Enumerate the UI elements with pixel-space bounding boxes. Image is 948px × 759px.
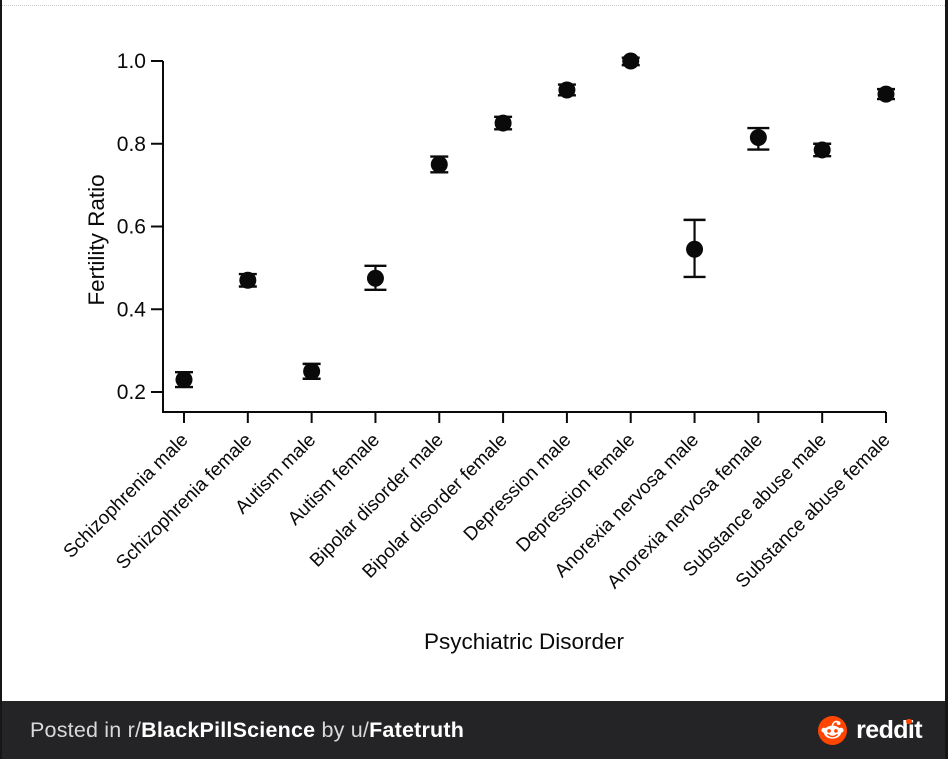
marker-autism-male [303,362,321,380]
marker-bipolar-disorder-male [430,155,448,173]
point-bipolar-disorder-male [430,155,449,174]
posted-in-label: Posted in [30,717,128,742]
point-autism-female [364,264,387,292]
reddit-logo[interactable]: reddit [818,715,923,745]
left-border [0,0,2,759]
marker-depression-female [622,52,640,70]
subreddit-link[interactable]: BlackPillScience [141,717,316,742]
right-border [945,0,948,759]
marker-autism-female [366,269,384,287]
data-points [175,52,895,389]
point-depression-male [557,81,576,99]
username-link[interactable]: Fatetruth [369,717,465,742]
y-axis-ticks: 0.2 0.4 0.6 0.8 1.0 [117,50,163,404]
x-tick-label: Depression female [512,430,639,557]
marker-bipolar-disorder-female [494,114,512,132]
axes [162,61,886,413]
marker-anorexia-nervosa-male [686,240,704,258]
marker-anorexia-nervosa-female [749,129,767,147]
marker-depression-male [558,81,576,99]
x-axis-title: Psychiatric Disorder [424,629,625,654]
y-tick-label: 0.4 [117,298,147,321]
reddit-wordmark: reddit [856,715,922,744]
marker-schizophrenia-female [239,271,257,289]
y-tick-label: 0.8 [117,133,146,156]
point-schizophrenia-female [238,271,257,289]
top-divider [2,5,945,6]
point-substance-abuse-female [877,85,895,103]
fertility-ratio-chart: 0.2 0.4 0.6 0.8 1.0 Schizophrenia male Schizop… [60,50,895,654]
point-bipolar-disorder-female [494,114,513,132]
x-tick-label: Depression male [460,430,576,546]
marker-substance-abuse-male [813,141,831,159]
by-label: by [315,717,351,742]
reddit-wordmark-wrap: reddit [856,715,922,744]
reddit-snoo-icon [818,715,848,745]
subreddit-prefix: r/ [127,717,142,742]
user-prefix: u/ [350,717,370,742]
reddit-wordmark-i-dot [906,718,912,724]
y-tick-label: 0.2 [117,381,146,404]
point-autism-male [302,362,321,380]
y-tick-label: 0.6 [117,216,146,239]
x-tick-label: Schizophrenia male [60,430,193,563]
post-attribution-text: Posted in r/BlackPillScience by u/Fatetr… [30,718,464,743]
reddit-attribution-banner: Posted in r/BlackPillScience by u/Fatetr… [0,701,948,759]
point-anorexia-nervosa-female [747,126,770,151]
point-schizophrenia-male [175,370,193,389]
chart-canvas: 0.2 0.4 0.6 0.8 1.0 Schizophrenia maleSchizop… [60,50,895,654]
point-substance-abuse-male [813,141,832,159]
y-axis-title: Fertility Ratio [84,174,109,305]
point-depression-female [621,52,640,70]
marker-schizophrenia-male [175,371,193,389]
marker-substance-abuse-female [877,85,895,103]
y-tick-label: 1.0 [117,50,146,73]
point-anorexia-nervosa-male [683,218,706,279]
